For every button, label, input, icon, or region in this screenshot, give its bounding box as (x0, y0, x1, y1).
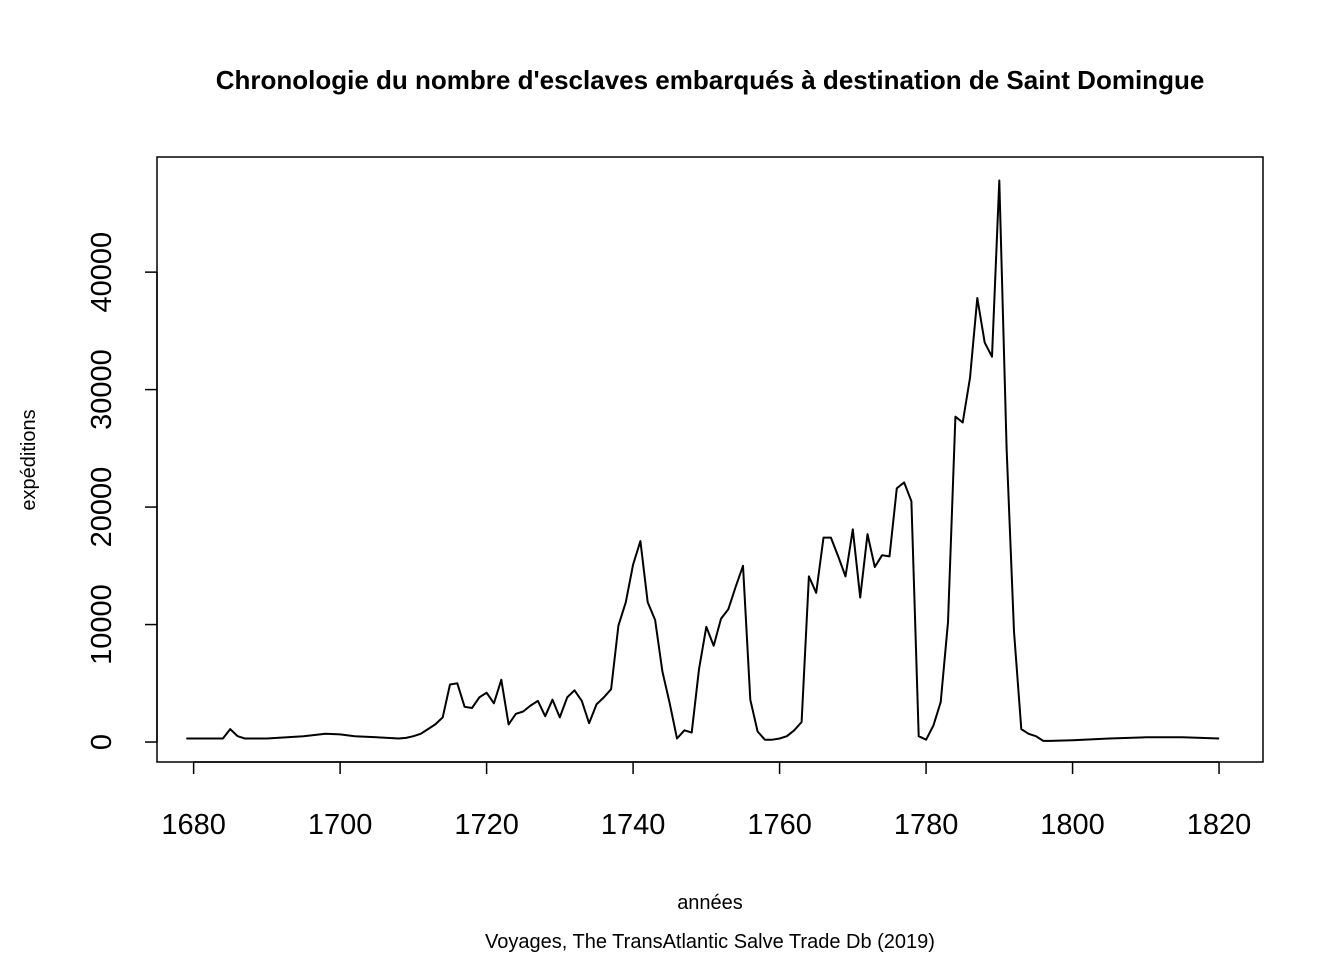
x-tick-label: 1700 (308, 809, 373, 841)
x-axis-label: années (677, 892, 743, 914)
x-tick-label: 1760 (747, 809, 812, 841)
x-tick-label: 1680 (161, 809, 226, 841)
y-tick-label: 20000 (86, 467, 118, 548)
y-axis: 0 10000 20000 30000 40000 (86, 232, 158, 750)
x-tick-label: 1740 (601, 809, 666, 841)
x-tick-label: 1800 (1040, 809, 1105, 841)
y-axis-label: expéditions (18, 409, 40, 510)
y-tick-label: 30000 (86, 349, 118, 430)
chart-title: Chronologie du nombre d'esclaves embarqu… (216, 65, 1205, 95)
x-axis: 1680 1700 1720 1740 1760 1780 1800 1820 (161, 761, 1252, 841)
x-tick-label: 1720 (454, 809, 519, 841)
x-tick-label: 1820 (1187, 809, 1252, 841)
y-tick-label: 10000 (86, 584, 118, 665)
series-line (186, 179, 1220, 742)
x-tick-label: 1780 (894, 809, 959, 841)
y-tick-label: 0 (86, 734, 118, 750)
chart-caption: Voyages, The TransAtlantic Salve Trade D… (485, 931, 935, 953)
plot-box (156, 156, 1264, 763)
y-tick-label: 40000 (86, 232, 118, 313)
